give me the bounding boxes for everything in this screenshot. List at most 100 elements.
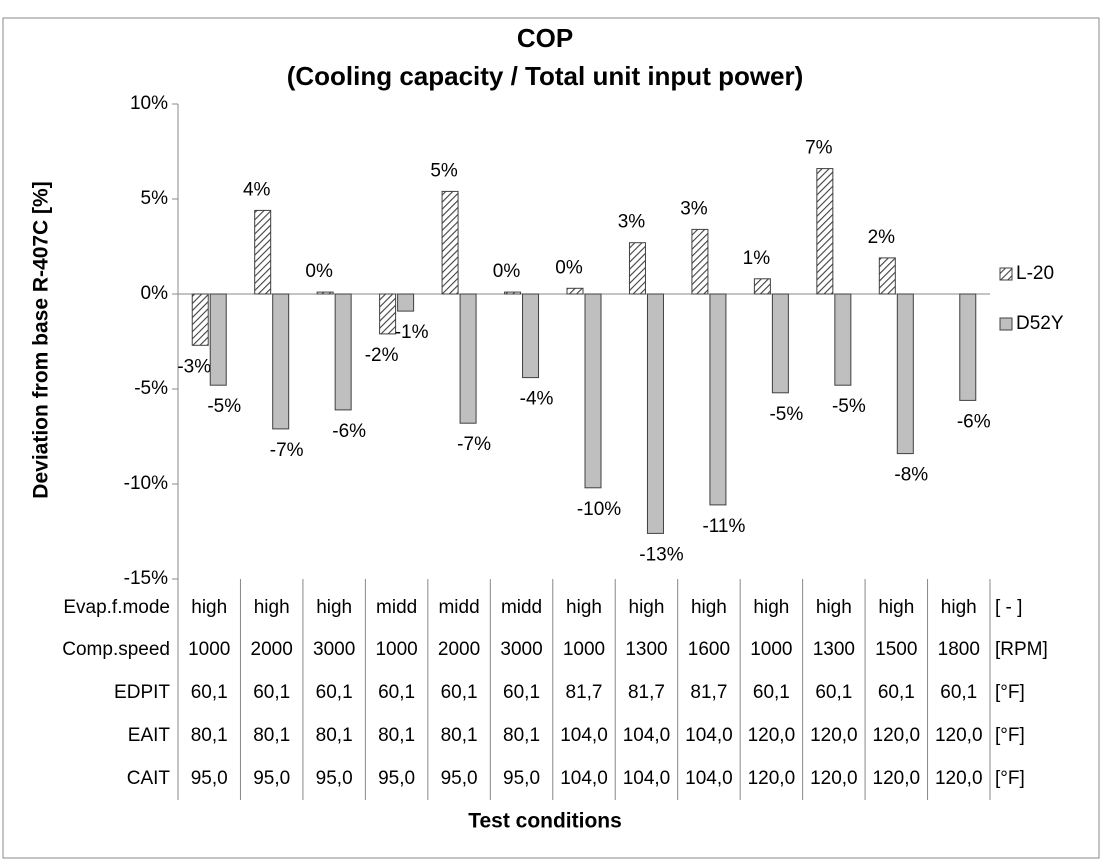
row-unit: [°F] [995, 725, 1025, 746]
data-label: 2% [868, 227, 896, 248]
row-label: CAIT [127, 768, 171, 789]
bar [628, 242, 646, 295]
chart-title: COP [517, 23, 573, 53]
legend-swatch [999, 267, 1013, 281]
bar [878, 257, 896, 295]
data-label: -5% [832, 396, 866, 417]
table-cell: 1300 [813, 639, 855, 660]
table-cell: high [191, 597, 227, 618]
bar [191, 293, 209, 346]
bar [504, 291, 522, 295]
table-cell: 60,1 [940, 682, 977, 703]
bar [272, 293, 290, 430]
data-label: -4% [520, 389, 554, 410]
data-label: 5% [430, 160, 458, 181]
bar [254, 209, 272, 295]
table-cell: 104,0 [560, 768, 608, 789]
y-tick-label: -5% [134, 378, 168, 399]
row-label: EAIT [128, 725, 171, 746]
table-cell: 120,0 [873, 725, 921, 746]
table-cell: 120,0 [935, 768, 983, 789]
chart-border [2, 17, 1100, 859]
data-label: 0% [555, 257, 583, 278]
bar [753, 278, 771, 295]
table-cell: 60,1 [191, 682, 228, 703]
legend-label: L-20 [1016, 263, 1054, 284]
bar [896, 293, 914, 455]
table-cell: midd [501, 597, 542, 618]
table-cell: 95,0 [441, 768, 478, 789]
table-cell: high [753, 597, 789, 618]
table-cell: 81,7 [566, 682, 603, 703]
row-unit: [RPM] [995, 639, 1048, 660]
legend-label: D52Y [1016, 313, 1064, 334]
table-cell: midd [376, 597, 417, 618]
bar [316, 291, 334, 295]
table-cell: 104,0 [623, 768, 671, 789]
table-cell: 104,0 [623, 725, 671, 746]
table-cell: high [816, 597, 852, 618]
table-cell: 95,0 [316, 768, 353, 789]
table-cell: 80,1 [503, 725, 540, 746]
data-label: 7% [805, 138, 833, 159]
table-cell: 60,1 [378, 682, 415, 703]
data-label: -7% [270, 440, 304, 461]
bar [584, 293, 602, 489]
table-cell: 1500 [875, 639, 917, 660]
table-cell: 60,1 [503, 682, 540, 703]
table-cell: 120,0 [810, 768, 858, 789]
table-cell: 104,0 [685, 768, 733, 789]
bar [959, 293, 977, 401]
data-label: 1% [743, 248, 771, 269]
data-label: -1% [395, 322, 429, 343]
table-cell: 1000 [188, 639, 230, 660]
table-cell: high [629, 597, 665, 618]
data-label: 0% [305, 261, 333, 282]
table-cell: 120,0 [748, 725, 796, 746]
bar [691, 228, 709, 295]
table-cell: 60,1 [316, 682, 353, 703]
bar [209, 293, 227, 386]
table-cell: 104,0 [560, 725, 608, 746]
table-cell: 60,1 [753, 682, 790, 703]
data-label: 3% [680, 198, 708, 219]
table-cell: 60,1 [253, 682, 290, 703]
table-cell: high [254, 597, 290, 618]
table-cell: 80,1 [253, 725, 290, 746]
table-cell: 3000 [500, 639, 542, 660]
data-label: -6% [332, 421, 366, 442]
table-cell: 120,0 [873, 768, 921, 789]
table-cell: 104,0 [685, 725, 733, 746]
bar [441, 190, 459, 295]
chart-subtitle: (Cooling capacity / Total unit input pow… [287, 61, 804, 91]
table-cell: 80,1 [441, 725, 478, 746]
row-unit: [°F] [995, 768, 1025, 789]
table-cell: 120,0 [810, 725, 858, 746]
table-cell: 80,1 [316, 725, 353, 746]
bar [709, 293, 727, 506]
data-label: 0% [493, 261, 521, 282]
table-cell: 81,7 [690, 682, 727, 703]
bar [459, 293, 477, 424]
table-cell: 81,7 [628, 682, 665, 703]
bar [771, 293, 789, 394]
row-label: Comp.speed [62, 639, 170, 660]
table-cell: 95,0 [253, 768, 290, 789]
bar [816, 168, 834, 295]
table-cell: 1000 [750, 639, 792, 660]
data-label: -11% [702, 516, 745, 537]
table-cell: 1300 [625, 639, 667, 660]
table-cell: 80,1 [378, 725, 415, 746]
table-cell: 95,0 [378, 768, 415, 789]
table-cell: 3000 [313, 639, 355, 660]
y-axis-label: Deviation from base R-407C [%] [30, 181, 53, 498]
table-cell: high [878, 597, 914, 618]
bar [566, 287, 584, 295]
table-cell: 60,1 [815, 682, 852, 703]
table-cell: 60,1 [441, 682, 478, 703]
bar [334, 293, 352, 411]
y-tick-label: -15% [124, 568, 168, 589]
table-cell: 1000 [563, 639, 605, 660]
y-tick-label: -10% [124, 473, 168, 494]
